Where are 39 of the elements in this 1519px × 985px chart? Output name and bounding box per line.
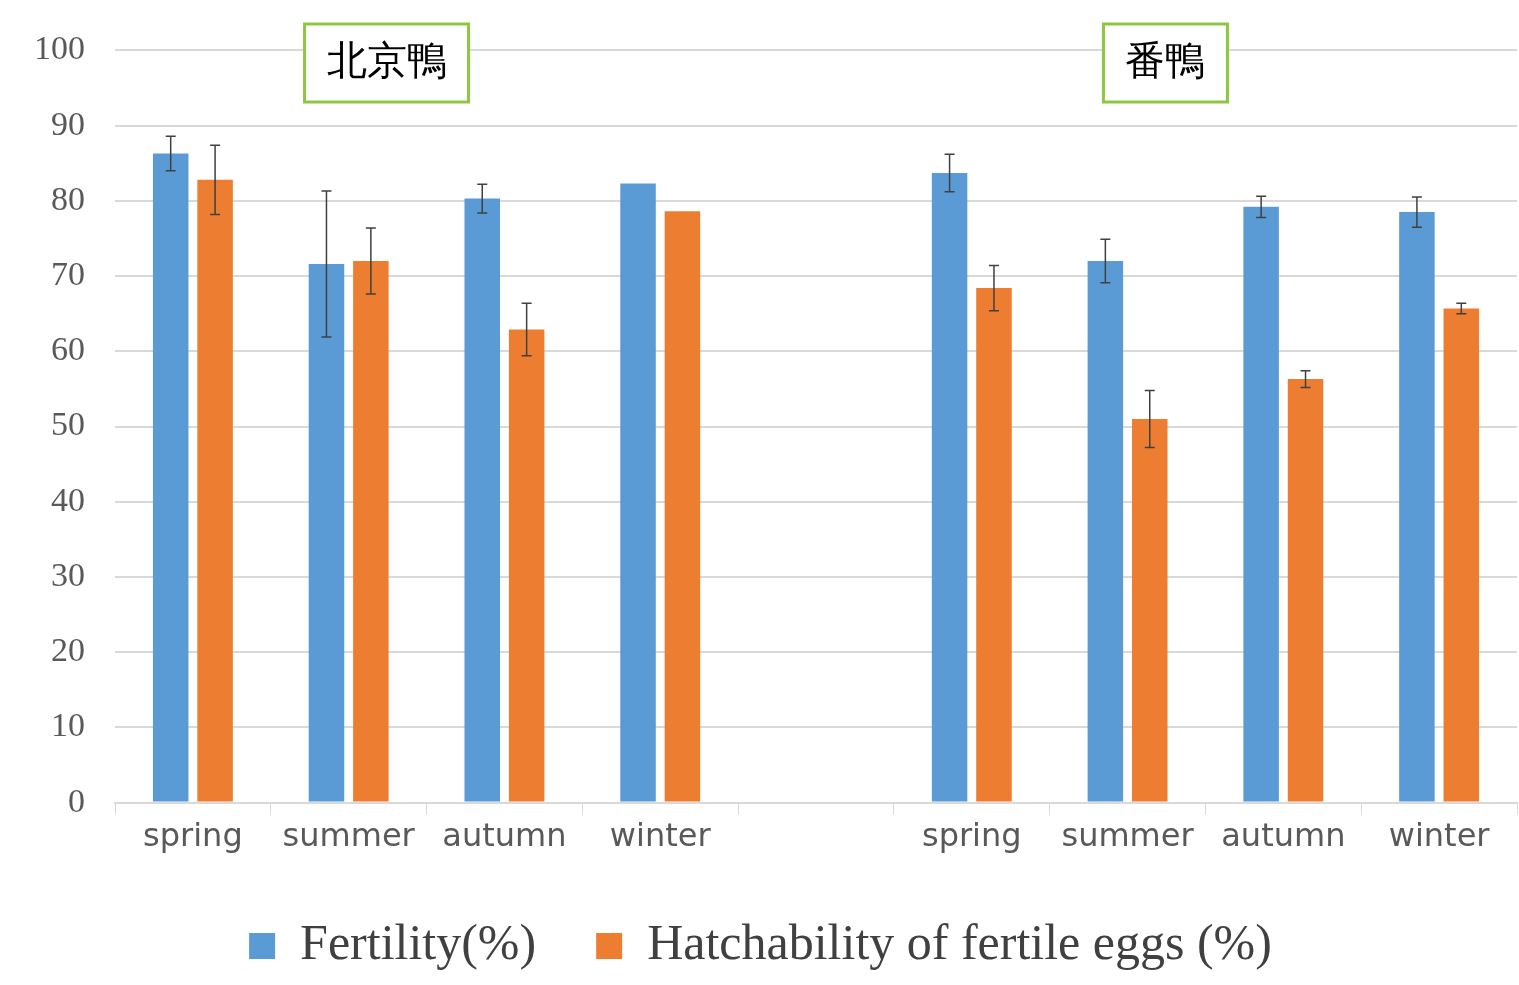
bar: [664, 211, 701, 802]
legend-label: Hatchability of fertile eggs (%): [647, 914, 1272, 971]
x-tick-label: summer: [1061, 816, 1195, 855]
annotation: 番鴨: [1125, 37, 1206, 84]
bar: [152, 153, 189, 802]
bar: [197, 179, 233, 802]
y-tick-label: 60: [51, 330, 85, 368]
y-tick-label: 30: [51, 555, 85, 593]
y-tick-label: 70: [51, 254, 85, 292]
y-tick-label: 40: [51, 480, 85, 518]
bar: [1443, 308, 1480, 802]
x-tick-label: autumn: [442, 816, 567, 855]
y-tick-label: 80: [51, 179, 85, 217]
y-tick-label: 90: [51, 104, 85, 142]
bar: [308, 264, 345, 802]
legend-label: Fertility(%): [300, 914, 537, 971]
x-tick-label: autumn: [1221, 816, 1346, 855]
bar: [931, 173, 968, 802]
x-tick-label: winter: [609, 816, 712, 855]
x-tick-label: spring: [143, 816, 243, 855]
bar: [1243, 206, 1279, 802]
x-tick-label: spring: [921, 816, 1022, 855]
x-tick-label: winter: [1388, 816, 1491, 855]
bar: [353, 261, 389, 802]
bar: [1131, 418, 1168, 802]
x-tick-label: summer: [282, 816, 416, 855]
y-tick-label: 0: [68, 781, 85, 819]
bar: [1399, 212, 1435, 802]
annotation: 北京鴨: [326, 37, 447, 84]
bar: [620, 183, 656, 802]
bar: [508, 329, 545, 802]
y-tick-label: 20: [51, 631, 85, 669]
y-tick-label: 50: [51, 405, 85, 443]
bar: [976, 288, 1012, 802]
bar: [464, 198, 501, 802]
y-tick-label: 10: [51, 706, 85, 744]
bar: [1287, 379, 1324, 802]
bar: [1087, 261, 1124, 802]
y-tick-label: 100: [34, 29, 85, 67]
